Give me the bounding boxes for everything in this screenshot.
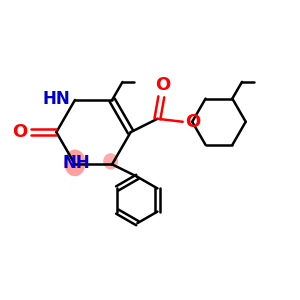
Text: O: O xyxy=(185,113,200,131)
Ellipse shape xyxy=(64,149,86,176)
Text: NH: NH xyxy=(63,154,90,172)
Text: O: O xyxy=(12,123,28,141)
Text: O: O xyxy=(155,76,170,94)
Text: HN: HN xyxy=(43,89,70,107)
Ellipse shape xyxy=(103,153,118,170)
